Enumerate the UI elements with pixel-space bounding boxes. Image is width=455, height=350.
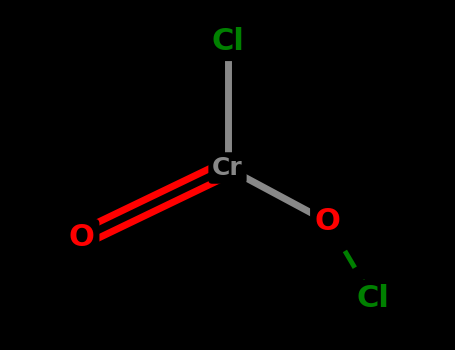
Text: Cr: Cr bbox=[212, 156, 243, 180]
Text: O: O bbox=[69, 224, 95, 252]
Text: Cl: Cl bbox=[211, 28, 244, 56]
Text: Cl: Cl bbox=[357, 284, 389, 313]
Text: O: O bbox=[315, 207, 340, 236]
